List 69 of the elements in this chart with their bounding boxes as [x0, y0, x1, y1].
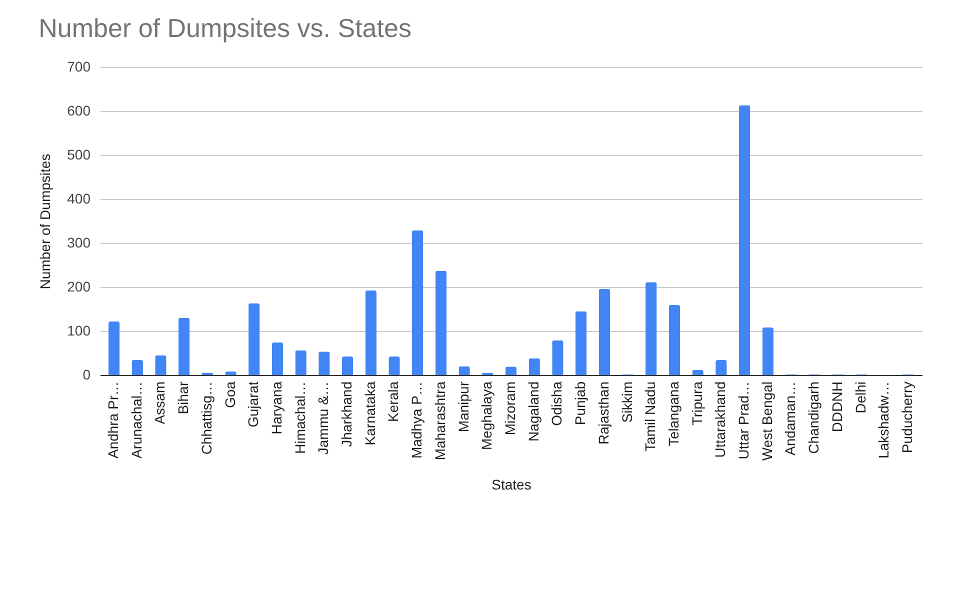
bar: [762, 327, 774, 375]
bar: [646, 282, 657, 375]
bar: [295, 350, 306, 375]
bar: [318, 352, 330, 375]
x-tick-label: Uttar Prad…: [736, 382, 752, 460]
x-tick-label: Odisha: [548, 381, 565, 426]
bar: [365, 290, 376, 375]
bar: [108, 321, 120, 375]
x-tick-label: Lakshadw…: [876, 382, 892, 459]
x-tick-label: Andaman…: [782, 382, 798, 456]
bar: [552, 340, 564, 375]
x-tick-label: Tamil Nadu: [642, 382, 658, 452]
x-tick-label: Sikkim: [618, 382, 635, 423]
x-tick-label: Rajasthan: [595, 382, 612, 445]
y-tick-label: 100: [67, 322, 91, 338]
x-tick-label: Andhra Pr…: [105, 382, 122, 459]
bar: [575, 311, 587, 375]
x-tick-label: Delhi: [852, 382, 868, 414]
x-tick-label: Meghalaya: [478, 381, 495, 450]
bar: [668, 305, 680, 375]
x-tick-label: DDDNH: [828, 382, 845, 432]
y-axis-title: Number of Dumpsites: [37, 154, 54, 290]
x-tick-label: Uttarakhand: [712, 382, 728, 458]
x-tick-label: Karnataka: [362, 381, 378, 446]
x-tick-label: Chandigarh: [806, 382, 822, 454]
bar: [342, 356, 354, 375]
x-tick-label: Haryana: [268, 381, 284, 434]
bar: [388, 356, 400, 375]
x-axis-title: States: [492, 476, 532, 493]
y-tick-label: 600: [67, 102, 91, 118]
bar: [272, 342, 284, 375]
bar: [412, 230, 424, 375]
x-tick-label: Puducherry: [898, 382, 915, 454]
x-tick-label: Gujarat: [245, 381, 262, 428]
x-tick-label: Goa: [222, 381, 238, 408]
y-tick-label: 500: [67, 146, 91, 162]
bar: [178, 318, 190, 375]
x-tick-label: Madhya P…: [408, 382, 425, 459]
x-tick-label: Tripura: [688, 381, 705, 426]
y-tick-label: 700: [67, 58, 91, 74]
x-tick-label: Bihar: [175, 381, 192, 414]
x-tick-label: Jharkhand: [338, 382, 355, 447]
x-tick-label: Telangana: [665, 381, 682, 446]
bar: [528, 358, 540, 375]
bar: [598, 288, 610, 375]
y-tick-label: 0: [82, 366, 91, 382]
x-tick-label: Himachal…: [292, 382, 308, 454]
y-tick-label: 400: [67, 190, 91, 206]
bar: [716, 360, 727, 375]
chart-title: Number of Dumpsites vs. States: [38, 13, 412, 43]
x-tick-label: Nagaland: [525, 382, 542, 442]
x-tick-label: Kerala: [385, 381, 402, 422]
y-tick-label: 300: [67, 234, 91, 250]
bar: [155, 355, 166, 375]
x-tick-label: Jammu &…: [315, 382, 332, 455]
x-tick-label: Punjab: [572, 381, 588, 426]
x-tick-label: West Bengal: [758, 382, 775, 461]
bar: [738, 105, 750, 375]
x-tick-label: Mizoram: [502, 382, 518, 436]
bar: [505, 366, 517, 375]
x-tick-label: Manipur: [455, 381, 472, 432]
x-tick-label: Maharashtra: [432, 381, 448, 460]
x-tick-label: Assam: [152, 382, 168, 424]
bar: [248, 303, 260, 375]
x-tick-label: Chhattisg…: [198, 382, 214, 455]
bar: [435, 270, 447, 375]
x-tick-label: Arunachal…: [128, 382, 144, 459]
bar: [132, 360, 143, 375]
y-tick-label: 200: [67, 278, 91, 294]
